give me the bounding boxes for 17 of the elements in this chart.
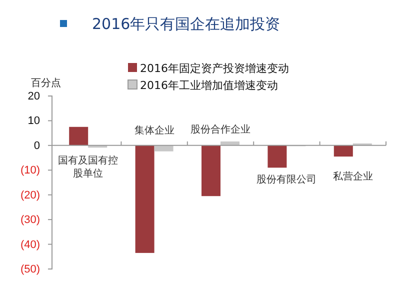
legend-label: 2016年固定资产投资增速变动	[140, 62, 289, 75]
y-tick-label: (20)	[20, 189, 40, 202]
x-tick-label: 国有及国有控股单位	[58, 154, 118, 180]
x-tick-label: 股份有限公司	[256, 173, 317, 186]
y-tick-label: 0	[34, 140, 40, 152]
x-tick-label: 集体企业	[134, 124, 174, 136]
y-tick-label: (50)	[20, 264, 40, 276]
y-axis-title: 百分点	[31, 77, 61, 89]
legend-label: 2016年工业增加值增速变动	[140, 79, 278, 92]
y-tick-label: 20	[28, 90, 40, 103]
y-tick-label: 10	[28, 115, 40, 128]
y-tick-label: (10)	[20, 164, 40, 177]
x-tick-label: 私营企业	[332, 170, 373, 182]
chart-title: 2016年只有国企在追加投资	[92, 15, 280, 33]
y-tick-label: (40)	[20, 238, 40, 251]
x-tick-label: 股份合作企业	[190, 123, 250, 136]
y-tick-label: (30)	[20, 214, 40, 226]
